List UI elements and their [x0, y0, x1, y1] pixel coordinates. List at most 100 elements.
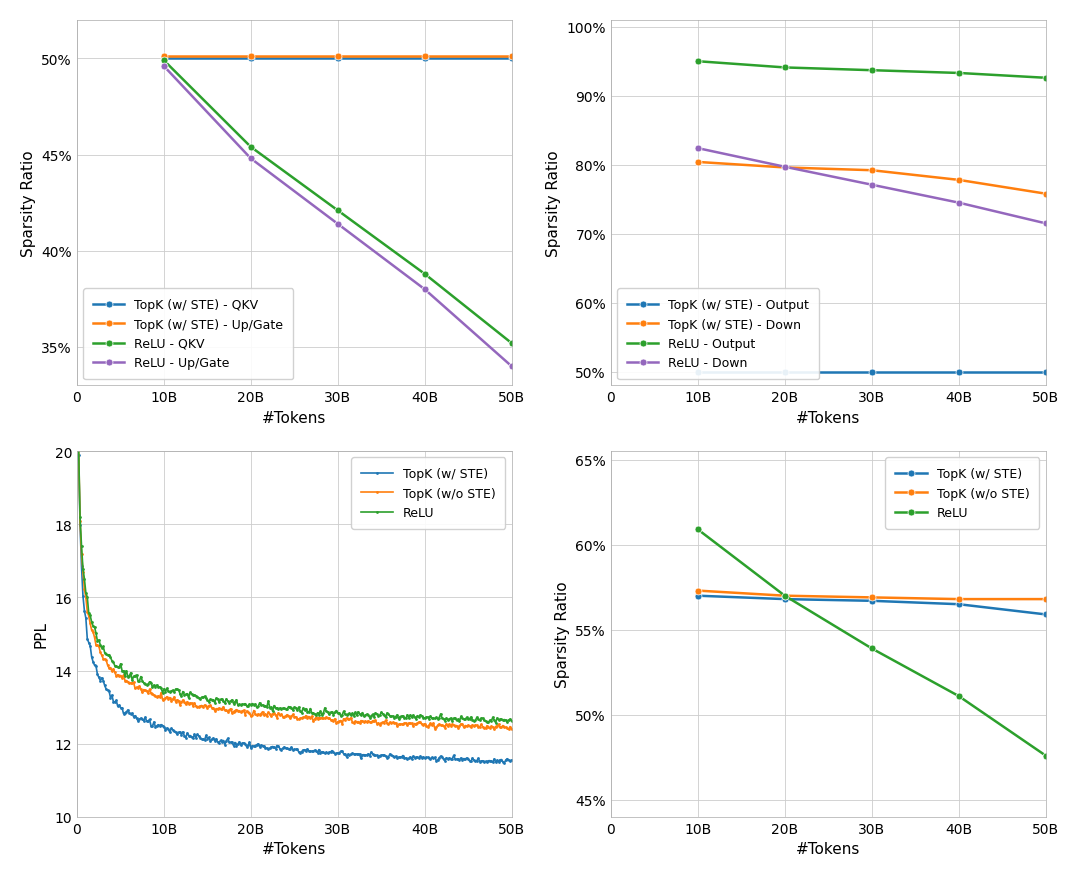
Legend: TopK (w/ STE) - Output, TopK (w/ STE) - Down, ReLU - Output, ReLU - Down: TopK (w/ STE) - Output, TopK (w/ STE) - … [617, 289, 820, 380]
TopK (w/ STE) - Output [953, 367, 966, 377]
ReLU - QKV [505, 339, 518, 349]
TopK (w/ STE) - Up/Gate [418, 52, 431, 62]
ReLU - Output [691, 57, 704, 68]
TopK (w/o STE) [464, 722, 477, 732]
TopK (w/ STE) - Down [865, 166, 878, 176]
ReLU - Down [1039, 218, 1052, 229]
Line: TopK (w/ STE) - QKV: TopK (w/ STE) - QKV [160, 56, 515, 63]
Line: TopK (w/ STE) - Down: TopK (w/ STE) - Down [694, 160, 1049, 198]
TopK (w/ STE) - Up/Gate [332, 52, 345, 62]
TopK (w/ STE) - Down [1039, 189, 1052, 200]
Line: ReLU - Up/Gate: ReLU - Up/Gate [160, 63, 515, 370]
TopK (w/ STE) [779, 594, 792, 604]
TopK (w/ STE) - QKV [158, 54, 171, 65]
TopK (w/o STE) [329, 718, 342, 729]
TopK (w/o STE) [437, 720, 450, 731]
Y-axis label: Sparsity Ratio: Sparsity Ratio [21, 150, 36, 257]
ReLU [464, 712, 477, 723]
TopK (w/ STE) - QKV [505, 54, 518, 65]
Line: ReLU - Down: ReLU - Down [694, 146, 1049, 227]
ReLU - QKV [332, 206, 345, 217]
ReLU [779, 591, 792, 602]
Legend: TopK (w/ STE), TopK (w/o STE), ReLU: TopK (w/ STE), TopK (w/o STE), ReLU [886, 458, 1039, 530]
ReLU [329, 705, 342, 716]
ReLU - Down [865, 180, 878, 190]
ReLU [72, 442, 85, 453]
TopK (w/ STE) - Output [1039, 367, 1052, 377]
ReLU [437, 714, 450, 724]
ReLU [1039, 751, 1052, 761]
TopK (w/o STE) [502, 724, 515, 735]
Line: TopK (w/o STE): TopK (w/o STE) [694, 588, 1049, 602]
ReLU - QKV [158, 56, 171, 67]
TopK (w/ STE) - Down [779, 163, 792, 174]
TopK (w/o STE) [72, 444, 85, 454]
ReLU [691, 524, 704, 535]
ReLU - Up/Gate [505, 361, 518, 372]
TopK (w/ STE) [73, 520, 86, 531]
ReLU - Up/Gate [418, 285, 431, 296]
Line: TopK (w/o STE): TopK (w/o STE) [78, 447, 513, 731]
ReLU - Output [865, 66, 878, 76]
X-axis label: #Tokens: #Tokens [796, 841, 861, 856]
TopK (w/ STE) - QKV [418, 54, 431, 65]
TopK (w/ STE) - Up/Gate [244, 52, 257, 62]
TopK (w/ STE) [337, 749, 350, 759]
ReLU - Up/Gate [332, 219, 345, 230]
X-axis label: #Tokens: #Tokens [796, 410, 861, 425]
Line: TopK (w/ STE): TopK (w/ STE) [694, 593, 1049, 618]
TopK (w/ STE) [464, 756, 477, 766]
X-axis label: #Tokens: #Tokens [262, 410, 326, 425]
TopK (w/ STE) [505, 755, 518, 766]
TopK (w/ STE) [953, 599, 966, 610]
TopK (w/ STE) [329, 748, 342, 759]
TopK (w/ STE) [498, 758, 511, 768]
TopK (w/ STE) - Up/Gate [505, 52, 518, 62]
ReLU [73, 512, 86, 523]
TopK (w/ STE) [691, 591, 704, 602]
ReLU - Output [1039, 74, 1052, 84]
ReLU - QKV [418, 269, 431, 280]
TopK (w/ STE) - Up/Gate [158, 52, 171, 62]
TopK (w/ STE) [865, 595, 878, 606]
Legend: TopK (w/ STE) - QKV, TopK (w/ STE) - Up/Gate, ReLU - QKV, ReLU - Up/Gate: TopK (w/ STE) - QKV, TopK (w/ STE) - Up/… [83, 289, 294, 380]
TopK (w/o STE) [337, 714, 350, 724]
Line: TopK (w/ STE) - Output: TopK (w/ STE) - Output [694, 368, 1049, 375]
TopK (w/ STE) - QKV [332, 54, 345, 65]
Legend: TopK (w/ STE), TopK (w/o STE), ReLU: TopK (w/ STE), TopK (w/o STE), ReLU [351, 458, 505, 530]
ReLU [328, 707, 341, 717]
TopK (w/ STE) - Output [691, 367, 704, 377]
ReLU - Output [779, 63, 792, 74]
TopK (w/ STE) [1039, 610, 1052, 620]
ReLU - Up/Gate [158, 61, 171, 72]
TopK (w/o STE) [505, 724, 518, 735]
TopK (w/ STE) - QKV [244, 54, 257, 65]
Y-axis label: PPL: PPL [33, 621, 49, 648]
ReLU [489, 717, 502, 728]
Line: ReLU - Output: ReLU - Output [694, 59, 1049, 82]
ReLU - Down [691, 144, 704, 154]
ReLU - QKV [244, 142, 257, 153]
ReLU - Up/Gate [244, 154, 257, 165]
TopK (w/o STE) [328, 714, 341, 724]
TopK (w/o STE) [691, 586, 704, 596]
TopK (w/o STE) [865, 593, 878, 603]
Line: ReLU - QKV: ReLU - QKV [160, 58, 515, 347]
Y-axis label: Sparsity Ratio: Sparsity Ratio [546, 150, 561, 257]
Line: ReLU: ReLU [694, 526, 1049, 759]
Line: ReLU: ReLU [78, 446, 513, 724]
ReLU [505, 716, 518, 726]
Y-axis label: Sparsity Ratio: Sparsity Ratio [555, 581, 570, 688]
TopK (w/ STE) - Down [953, 175, 966, 186]
TopK (w/ STE) [328, 748, 341, 759]
ReLU [953, 691, 966, 702]
Line: TopK (w/ STE) - Up/Gate: TopK (w/ STE) - Up/Gate [160, 53, 515, 61]
TopK (w/o STE) [953, 594, 966, 604]
TopK (w/ STE) [72, 451, 85, 461]
ReLU - Down [953, 198, 966, 209]
TopK (w/ STE) [437, 754, 450, 765]
TopK (w/o STE) [73, 516, 86, 526]
TopK (w/ STE) - Output [779, 367, 792, 377]
TopK (w/o STE) [779, 591, 792, 602]
X-axis label: #Tokens: #Tokens [262, 841, 326, 856]
